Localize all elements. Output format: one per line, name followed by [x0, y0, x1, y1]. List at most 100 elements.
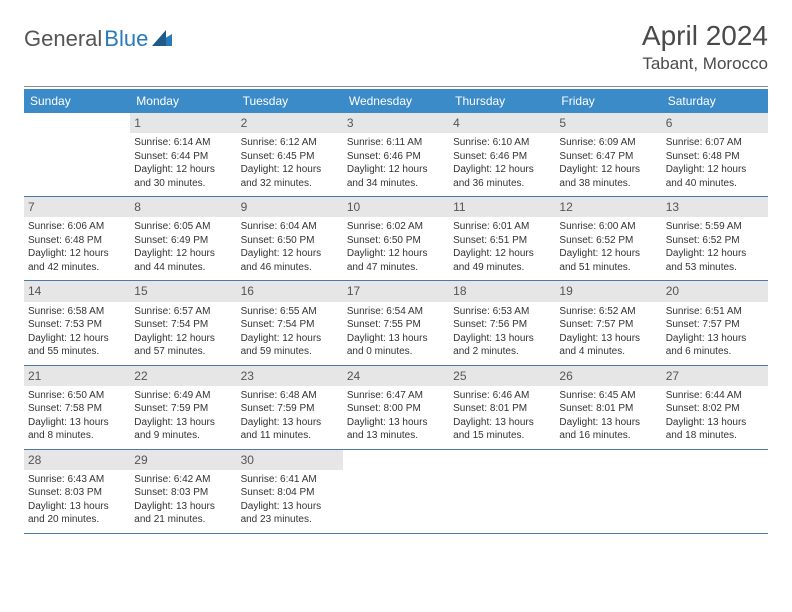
sunrise-text: Sunrise: 6:01 AM	[453, 220, 551, 234]
sunrise-text: Sunrise: 6:49 AM	[134, 389, 232, 403]
day-number: 8	[130, 197, 236, 217]
sunset-text: Sunset: 6:52 PM	[666, 234, 764, 248]
sunrise-text: Sunrise: 6:14 AM	[134, 136, 232, 150]
empty-cell	[449, 450, 555, 533]
daylight1-text: Daylight: 13 hours	[347, 416, 445, 430]
sunrise-text: Sunrise: 6:55 AM	[241, 305, 339, 319]
daylight2-text: and 47 minutes.	[347, 261, 445, 275]
sunset-text: Sunset: 7:55 PM	[347, 318, 445, 332]
daylight1-text: Daylight: 12 hours	[134, 332, 232, 346]
sunrise-text: Sunrise: 6:06 AM	[28, 220, 126, 234]
daylight1-text: Daylight: 13 hours	[559, 332, 657, 346]
daylight1-text: Daylight: 12 hours	[134, 163, 232, 177]
daylight1-text: Daylight: 13 hours	[28, 500, 126, 514]
logo-text-blue: Blue	[104, 26, 148, 52]
sunset-text: Sunset: 7:59 PM	[134, 402, 232, 416]
daylight2-text: and 44 minutes.	[134, 261, 232, 275]
daylight2-text: and 18 minutes.	[666, 429, 764, 443]
day-cell: 29Sunrise: 6:42 AMSunset: 8:03 PMDayligh…	[130, 450, 236, 533]
logo-text-gray: General	[24, 26, 102, 52]
day-number: 13	[662, 197, 768, 217]
daylight2-text: and 46 minutes.	[241, 261, 339, 275]
sunset-text: Sunset: 8:02 PM	[666, 402, 764, 416]
day-cell: 2Sunrise: 6:12 AMSunset: 6:45 PMDaylight…	[237, 113, 343, 196]
sunrise-text: Sunrise: 6:54 AM	[347, 305, 445, 319]
day-cell: 18Sunrise: 6:53 AMSunset: 7:56 PMDayligh…	[449, 281, 555, 364]
daylight1-text: Daylight: 12 hours	[28, 247, 126, 261]
day-cell: 1Sunrise: 6:14 AMSunset: 6:44 PMDaylight…	[130, 113, 236, 196]
daylight2-text: and 59 minutes.	[241, 345, 339, 359]
sunset-text: Sunset: 7:54 PM	[134, 318, 232, 332]
daylight1-text: Daylight: 12 hours	[241, 332, 339, 346]
logo-mark-icon	[152, 26, 172, 52]
daylight1-text: Daylight: 12 hours	[347, 163, 445, 177]
sunrise-text: Sunrise: 6:09 AM	[559, 136, 657, 150]
sunset-text: Sunset: 6:46 PM	[347, 150, 445, 164]
day-number: 11	[449, 197, 555, 217]
logo: GeneralBlue	[24, 20, 172, 52]
day-cell: 7 Sunrise: 6:06 AMSunset: 6:48 PMDaylight…	[24, 197, 130, 280]
daylight2-text: and 2 minutes.	[453, 345, 551, 359]
month-title: April 2024	[642, 20, 768, 52]
sunset-text: Sunset: 6:48 PM	[666, 150, 764, 164]
day-number: 7	[24, 197, 130, 217]
sunrise-text: Sunrise: 6:44 AM	[666, 389, 764, 403]
day-number: 22	[130, 366, 236, 386]
daylight1-text: Daylight: 12 hours	[666, 163, 764, 177]
daylight1-text: Daylight: 13 hours	[666, 332, 764, 346]
daylight1-text: Daylight: 13 hours	[559, 416, 657, 430]
daylight1-text: Daylight: 12 hours	[28, 332, 126, 346]
day-cell: 28Sunrise: 6:43 AMSunset: 8:03 PMDayligh…	[24, 450, 130, 533]
day-number: 21	[24, 366, 130, 386]
daylight1-text: Daylight: 13 hours	[453, 332, 551, 346]
daylight1-text: Daylight: 12 hours	[559, 163, 657, 177]
week-row: 28Sunrise: 6:43 AMSunset: 8:03 PMDayligh…	[24, 450, 768, 534]
daylight1-text: Daylight: 12 hours	[241, 163, 339, 177]
day-number: 28	[24, 450, 130, 470]
sunset-text: Sunset: 6:46 PM	[453, 150, 551, 164]
calendar-grid: Sunday Monday Tuesday Wednesday Thursday…	[24, 89, 768, 534]
sunset-text: Sunset: 6:48 PM	[28, 234, 126, 248]
sunrise-text: Sunrise: 6:45 AM	[559, 389, 657, 403]
daylight1-text: Daylight: 13 hours	[241, 500, 339, 514]
sunrise-text: Sunrise: 6:47 AM	[347, 389, 445, 403]
daylight1-text: Daylight: 12 hours	[241, 247, 339, 261]
title-block: April 2024 Tabant, Morocco	[642, 20, 768, 74]
daylight1-text: Daylight: 13 hours	[241, 416, 339, 430]
sunrise-text: Sunrise: 6:43 AM	[28, 473, 126, 487]
daylight1-text: Daylight: 12 hours	[134, 247, 232, 261]
daylight2-text: and 13 minutes.	[347, 429, 445, 443]
day-cell: 12Sunrise: 6:00 AMSunset: 6:52 PMDayligh…	[555, 197, 661, 280]
day-header-tue: Tuesday	[237, 89, 343, 113]
day-cell: 16Sunrise: 6:55 AMSunset: 7:54 PMDayligh…	[237, 281, 343, 364]
day-number: 23	[237, 366, 343, 386]
sunrise-text: Sunrise: 6:52 AM	[559, 305, 657, 319]
daylight2-text: and 57 minutes.	[134, 345, 232, 359]
day-cell: 9Sunrise: 6:04 AMSunset: 6:50 PMDaylight…	[237, 197, 343, 280]
sunset-text: Sunset: 7:59 PM	[241, 402, 339, 416]
day-number: 26	[555, 366, 661, 386]
day-number: 25	[449, 366, 555, 386]
week-row: 7Sunrise: 6:06 AMSunset: 6:48 PMDaylight…	[24, 197, 768, 281]
day-number: 10	[343, 197, 449, 217]
day-number: 15	[130, 281, 236, 301]
day-number: 4	[449, 113, 555, 133]
day-number: 18	[449, 281, 555, 301]
sunset-text: Sunset: 8:00 PM	[347, 402, 445, 416]
day-cell: 6Sunrise: 6:07 AMSunset: 6:48 PMDaylight…	[662, 113, 768, 196]
sunset-text: Sunset: 8:01 PM	[559, 402, 657, 416]
daylight2-text: and 23 minutes.	[241, 513, 339, 527]
day-cell: 30Sunrise: 6:41 AMSunset: 8:04 PMDayligh…	[237, 450, 343, 533]
daylight2-text: and 9 minutes.	[134, 429, 232, 443]
sunrise-text: Sunrise: 6:58 AM	[28, 305, 126, 319]
day-number: 16	[237, 281, 343, 301]
daylight1-text: Daylight: 13 hours	[453, 416, 551, 430]
sunset-text: Sunset: 6:44 PM	[134, 150, 232, 164]
sunrise-text: Sunrise: 6:48 AM	[241, 389, 339, 403]
sunset-text: Sunset: 7:53 PM	[28, 318, 126, 332]
sunrise-text: Sunrise: 6:00 AM	[559, 220, 657, 234]
sunset-text: Sunset: 7:57 PM	[559, 318, 657, 332]
day-headers-row: Sunday Monday Tuesday Wednesday Thursday…	[24, 89, 768, 113]
daylight2-text: and 16 minutes.	[559, 429, 657, 443]
page-header: GeneralBlue April 2024 Tabant, Morocco	[24, 20, 768, 74]
